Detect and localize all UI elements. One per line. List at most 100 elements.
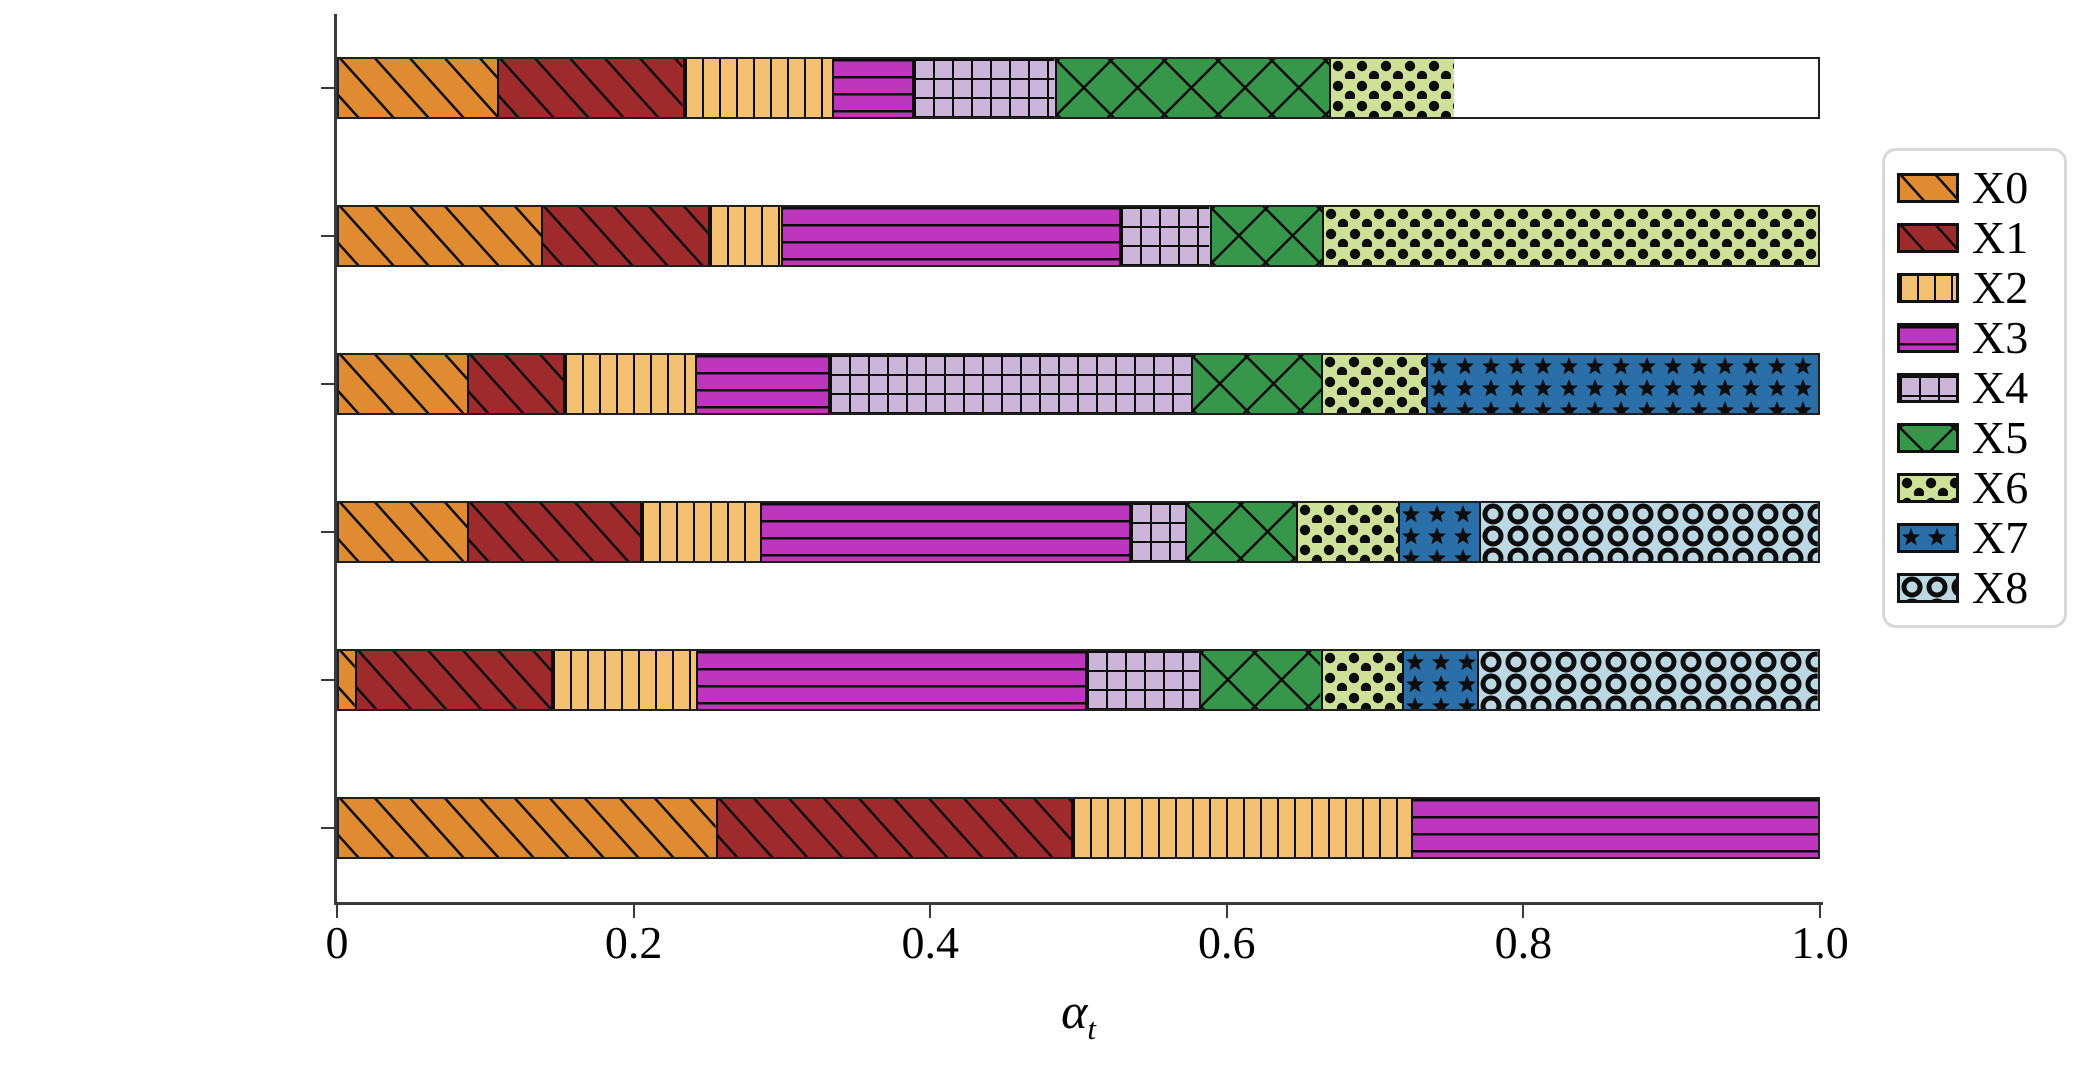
bar-row-citeaeer[interactable]: [337, 205, 1820, 267]
bar-segment-uat-x0[interactable]: [339, 799, 718, 857]
y-tick-mark: [321, 235, 334, 237]
legend-item-x0[interactable]: X0: [1897, 163, 2054, 213]
bar-segment-eat-x2[interactable]: [553, 651, 699, 709]
bar-segment-uat-x3[interactable]: [1412, 799, 1818, 857]
x-tick-mark: [336, 905, 338, 918]
legend-item-x5[interactable]: X5: [1897, 413, 2054, 463]
bar-segment-eat-x4[interactable]: [1087, 651, 1202, 709]
bar-segment-amap-x3[interactable]: [696, 355, 830, 413]
legend-swatch-x4: [1897, 373, 1959, 403]
bar-segment-citeaeer-x6[interactable]: [1324, 207, 1818, 265]
x-tick-mark: [632, 905, 635, 918]
x-tick-label: 0.2: [604, 917, 663, 968]
y-tick-mark: [321, 679, 334, 681]
legend-label-x4: X4: [1972, 362, 2029, 413]
bar-segment-bat-x5[interactable]: [1187, 503, 1298, 561]
legend-label-x1: X1: [1972, 212, 2029, 263]
bar-segment-cora-x1[interactable]: [499, 59, 685, 117]
bar-segment-citeaeer-x1[interactable]: [543, 207, 711, 265]
bar-segment-amap-x4[interactable]: [829, 355, 1194, 413]
bar-segment-amap-x2[interactable]: [565, 355, 697, 413]
legend-item-x3[interactable]: X3: [1897, 313, 2054, 363]
bar-segment-eat-x6[interactable]: [1322, 651, 1404, 709]
bar-segment-bat-x0[interactable]: [339, 503, 470, 561]
y-tick-mark: [321, 531, 334, 533]
bar-segment-bat-x7[interactable]: [1399, 503, 1482, 561]
bar-segment-cora-x0[interactable]: [339, 59, 500, 117]
bar-segment-cora-x5[interactable]: [1056, 59, 1332, 117]
bar-segment-amap-x0[interactable]: [339, 355, 470, 413]
bar-segment-bat-x6[interactable]: [1297, 503, 1400, 561]
legend-label-x3: X3: [1972, 312, 2029, 363]
bar-segment-cora-x4[interactable]: [914, 59, 1057, 117]
plot-area: 00.20.40.60.81.0 CORACITEAEERAMAPBATEATU…: [321, 14, 1849, 966]
bar-segment-citeaeer-x4[interactable]: [1121, 207, 1212, 265]
legend-swatch-x1: [1897, 223, 1959, 253]
legend-item-x6[interactable]: X6: [1897, 463, 2054, 513]
x-tick-label: 0.4: [901, 917, 959, 968]
x-axis-label-subscript: t: [1087, 1011, 1096, 1046]
legend-swatch-x8: [1897, 573, 1959, 603]
bar-segment-amap-x6[interactable]: [1323, 355, 1428, 413]
bar-segment-eat-x5[interactable]: [1201, 651, 1323, 709]
bar-segment-eat-x1[interactable]: [356, 651, 554, 709]
x-tick-label: 0: [325, 917, 349, 968]
bar-segment-amap-x1[interactable]: [469, 355, 566, 413]
bar-segment-cora-x6[interactable]: [1331, 59, 1455, 117]
bar-row-uat[interactable]: [337, 797, 1820, 859]
bar-segment-amap-x7[interactable]: [1427, 355, 1819, 413]
legend-label-x7: X7: [1972, 512, 2029, 563]
bar-segment-bat-x4[interactable]: [1130, 503, 1188, 561]
bar-segment-uat-x1[interactable]: [717, 799, 1073, 857]
bar-segment-uat-x2[interactable]: [1072, 799, 1413, 857]
bar-segment-eat-x7[interactable]: [1403, 651, 1480, 709]
x-tick-mark: [1225, 905, 1228, 918]
bar-segment-citeaeer-x2[interactable]: [710, 207, 783, 265]
bar-segment-amap-x5[interactable]: [1193, 355, 1324, 413]
legend-label-x5: X5: [1972, 412, 2029, 463]
legend-item-x2[interactable]: X2: [1897, 263, 2054, 313]
x-tick-label: 1.0: [1791, 917, 1849, 968]
legend-item-x8[interactable]: X8: [1897, 563, 2054, 613]
legend-label-x8: X8: [1972, 562, 2029, 613]
bar-segment-bat-x1[interactable]: [469, 503, 642, 561]
bar-row-amap[interactable]: [337, 353, 1820, 415]
bar-segment-bat-x8[interactable]: [1481, 503, 1818, 561]
x-tick-label: 0.6: [1198, 917, 1256, 968]
chart-legend: X0 X1 X2 X3 X4 X5 X6 X7 X8: [1882, 148, 2067, 628]
legend-label-x6: X6: [1972, 462, 2029, 513]
x-tick-mark: [1819, 905, 1821, 918]
legend-swatch-x5: [1897, 423, 1959, 453]
bar-segment-citeaeer-x3[interactable]: [782, 207, 1122, 265]
legend-label-x2: X2: [1972, 262, 2029, 313]
bar-segment-bat-x2[interactable]: [641, 503, 762, 561]
legend-swatch-x6: [1897, 473, 1959, 503]
legend-item-x7[interactable]: X7: [1897, 513, 2054, 563]
x-axis-label: αt: [337, 982, 1820, 1047]
y-axis-spine: [334, 14, 337, 902]
y-tick-mark: [321, 383, 334, 385]
bar-segment-citeaeer-x5[interactable]: [1211, 207, 1325, 265]
x-tick-mark: [929, 905, 932, 918]
bar-segment-eat-x3[interactable]: [698, 651, 1088, 709]
bar-segment-eat-x8[interactable]: [1479, 651, 1818, 709]
bar-segment-cora-x2[interactable]: [684, 59, 835, 117]
bar-segment-citeaeer-x0[interactable]: [339, 207, 544, 265]
legend-item-x4[interactable]: X4: [1897, 363, 2054, 413]
legend-swatch-x7: [1897, 523, 1959, 553]
bar-segment-eat-x0[interactable]: [339, 651, 357, 709]
legend-item-x1[interactable]: X1: [1897, 213, 2054, 263]
bar-row-cora[interactable]: [337, 57, 1820, 119]
x-tick-label: 0.8: [1494, 917, 1553, 968]
bar-segment-cora-x3[interactable]: [834, 59, 915, 117]
x-axis-spine: [334, 902, 1823, 905]
legend-swatch-x2: [1897, 273, 1959, 303]
legend-swatch-x3: [1897, 323, 1959, 353]
y-tick-mark: [321, 87, 334, 89]
bar-row-eat[interactable]: [337, 649, 1820, 711]
x-axis-label-symbol: α: [1061, 983, 1088, 1039]
bar-segment-bat-x3[interactable]: [761, 503, 1131, 561]
bar-row-bat[interactable]: [337, 501, 1820, 563]
x-tick-mark: [1522, 905, 1525, 918]
